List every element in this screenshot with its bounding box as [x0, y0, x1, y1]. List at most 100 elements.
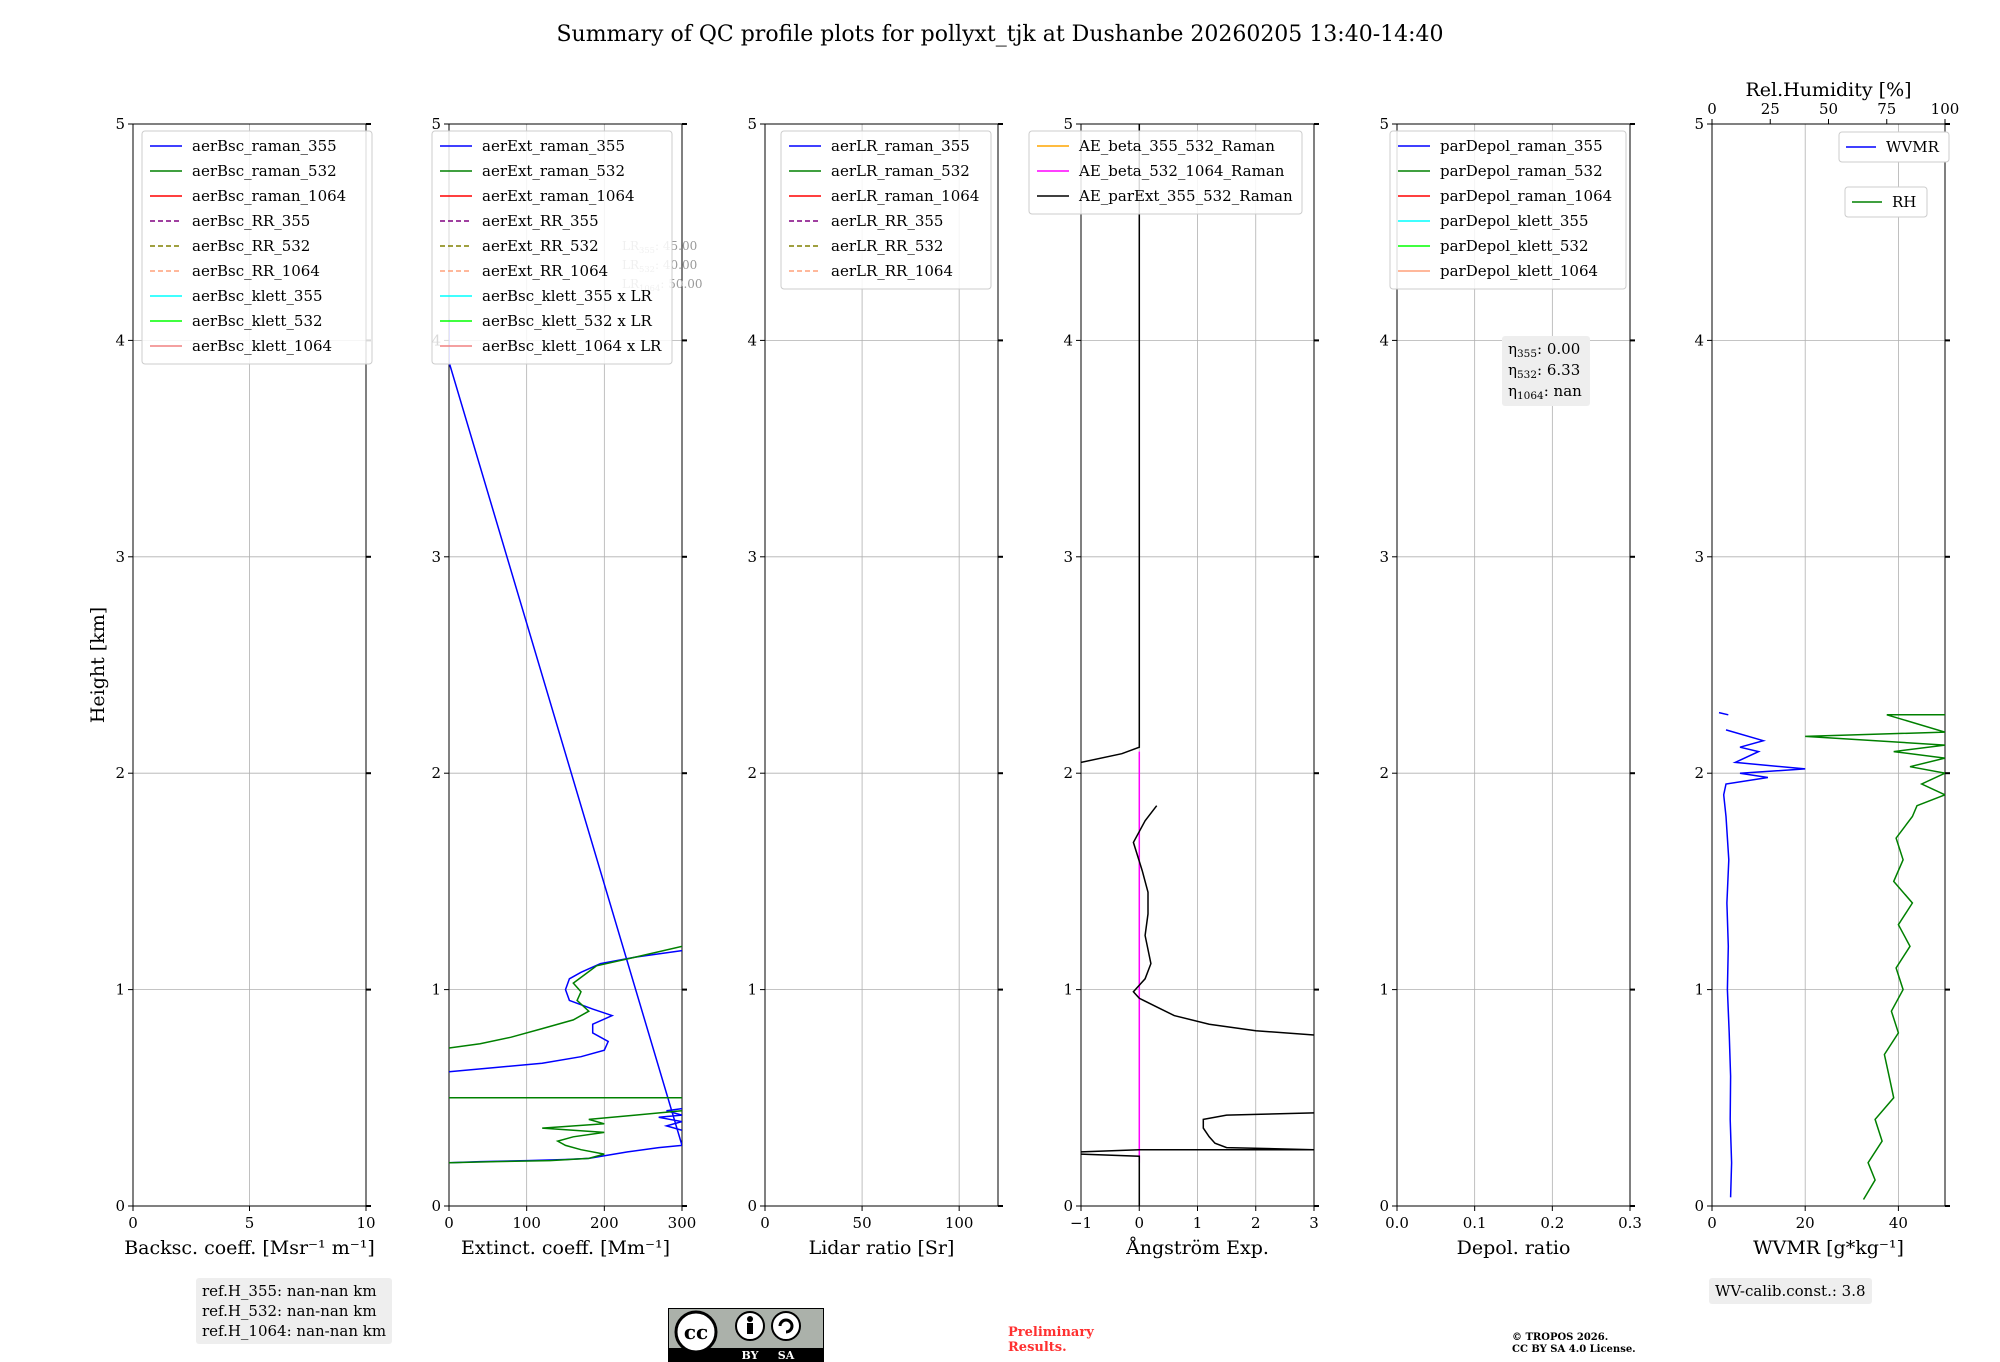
legend-label: aerBsc_klett_532 x LR	[482, 312, 653, 330]
y-tick-label: 1	[115, 981, 125, 999]
x-tick-label: 50	[853, 1214, 872, 1232]
y-tick-label: 3	[1063, 548, 1073, 566]
x-tick-label: 100	[512, 1214, 541, 1232]
y-tick-label: 5	[1694, 115, 1704, 133]
legend-label: RH	[1892, 193, 1916, 211]
svg-text:cc: cc	[684, 1320, 708, 1344]
top-x-tick-label: 0	[1707, 100, 1717, 118]
x-tick-label: 0	[1134, 1214, 1144, 1232]
x-tick-label: 0	[128, 1214, 138, 1232]
panel-ext: 0100200300012345Extinct. coeff. [Mm⁻¹]LR…	[431, 115, 702, 1259]
x-tick-label: 10	[356, 1214, 375, 1232]
legend-label: aerExt_raman_532	[482, 162, 625, 180]
panel-bsc: 0 5 10 0 1 2 3 4 5 Backsc. coeff. [Msr⁻¹ m⁻¹] aerB…	[115, 115, 375, 1259]
y-tick-label: 0	[115, 1197, 125, 1215]
legend-box	[431, 130, 673, 365]
legend-label: aerBsc_RR_355	[192, 212, 310, 230]
legend-label: aerBsc_raman_532	[192, 162, 337, 180]
ref-heights-box: ref.H_355: nan-nan km ref.H_532: nan-nan…	[196, 1278, 393, 1344]
x-axis-label: Extinct. coeff. [Mm⁻¹]	[461, 1237, 670, 1259]
legend-label: aerLR_raman_1064	[831, 187, 979, 205]
x-tick-label: 200	[590, 1214, 619, 1232]
top-x-tick-label: 75	[1877, 100, 1896, 118]
series-RH	[1805, 714, 1945, 1200]
legend-label: aerLR_raman_532	[831, 162, 970, 180]
y-tick-label: 0	[1694, 1197, 1704, 1215]
copyright-line-1: © TROPOS 2026.	[1512, 1332, 1609, 1343]
axes-frame	[1396, 123, 1631, 1207]
legend-label: parDepol_klett_1064	[1440, 262, 1598, 280]
x-axis-label: Ångström Exp.	[1125, 1237, 1269, 1259]
legend-label: aerBsc_klett_355 x LR	[482, 287, 653, 305]
legend-box	[780, 130, 992, 290]
x-axis-label: Depol. ratio	[1457, 1237, 1571, 1259]
legend-box	[141, 130, 373, 365]
legend-label: parDepol_raman_1064	[1440, 187, 1612, 205]
wv-calib-const: WV-calib.const.: 3.8	[1715, 1282, 1866, 1300]
x-tick-label: 2	[1251, 1214, 1261, 1232]
legend-box-WVMR	[1838, 131, 1950, 163]
preliminary-note: Preliminary Results.	[1008, 1325, 1094, 1355]
top-x-tick-label: 25	[1761, 100, 1780, 118]
x-tick-label: 0.0	[1385, 1214, 1409, 1232]
legend-label: parDepol_raman_355	[1440, 137, 1603, 155]
y-tick-label: 1	[747, 981, 757, 999]
wv-calib-box: WV-calib.const.: 3.8	[1709, 1278, 1872, 1304]
legend-label: parDepol_klett_532	[1440, 237, 1589, 255]
y-tick-label: 3	[747, 548, 757, 566]
y-tick-label: 0	[747, 1197, 757, 1215]
y-tick-label: 2	[1694, 764, 1704, 782]
top-x-tick-label: 100	[1931, 100, 1960, 118]
x-tick-label: 20	[1796, 1214, 1815, 1232]
cc-by-label: BY	[742, 1349, 759, 1362]
x-tick-label: 1	[1193, 1214, 1203, 1232]
y-tick-label: 3	[1379, 548, 1389, 566]
x-tick-label: 5	[245, 1214, 255, 1232]
x-tick-label: 0.2	[1540, 1214, 1564, 1232]
cc-sa-label: SA	[778, 1349, 795, 1362]
y-tick-label: 3	[115, 548, 125, 566]
legend-label: aerBsc_RR_532	[192, 237, 310, 255]
x-axis-label: WVMR [g*kg⁻¹]	[1753, 1237, 1904, 1259]
y-tick-label: 2	[431, 764, 441, 782]
axes-frame	[448, 123, 683, 1207]
legend-label: aerLR_RR_355	[831, 212, 943, 230]
axes-frame	[1711, 123, 1946, 1207]
copyright-line-2: CC BY SA 4.0 License.	[1512, 1344, 1636, 1355]
preliminary-line-1: Preliminary	[1008, 1325, 1094, 1340]
cc-license-badge: cc BY SA	[668, 1308, 824, 1362]
eta-annotation: η1064: nan	[1508, 382, 1582, 402]
y-tick-label: 0	[431, 1197, 441, 1215]
preliminary-line-2: Results.	[1008, 1340, 1067, 1355]
x-tick-label: 0	[1707, 1214, 1717, 1232]
y-tick-label: 2	[1379, 764, 1389, 782]
y-tick-label: 2	[115, 764, 125, 782]
legend-box	[1028, 130, 1303, 215]
series-WVMR	[1718, 711, 1806, 1198]
y-tick-label: 0	[1379, 1197, 1389, 1215]
y-tick-label: 5	[1063, 115, 1073, 133]
y-tick-label: 1	[1694, 981, 1704, 999]
y-tick-label: 2	[747, 764, 757, 782]
legend-label: aerLR_RR_532	[831, 237, 943, 255]
eta-annotation: η532: 6.33	[1508, 361, 1580, 381]
y-tick-label: 4	[1694, 331, 1704, 349]
panel-lr: 0 50 100 0 1 2 3 4 5 Lidar ratio [Sr] aerLR_raman_…	[747, 115, 1003, 1259]
y-tick-label: 5	[747, 115, 757, 133]
legend-label: parDepol_klett_355	[1440, 212, 1589, 230]
ref-height-1064: ref.H_1064: nan-nan km	[202, 1322, 387, 1340]
legend-label: aerBsc_raman_1064	[192, 187, 346, 205]
top-x-axis-label: Rel.Humidity [%]	[1745, 79, 1911, 101]
x-tick-label: 0	[760, 1214, 770, 1232]
legend-label: aerBsc_klett_532	[192, 312, 323, 330]
series-aerExt_raman_355	[449, 318, 682, 1164]
axes-frame	[764, 123, 999, 1207]
legend-label: aerBsc_klett_1064	[192, 337, 332, 355]
x-tick-label: 0.3	[1618, 1214, 1642, 1232]
legend-label: aerLR_RR_1064	[831, 262, 953, 280]
legend-label: aerBsc_raman_355	[192, 137, 337, 155]
ref-height-355: ref.H_355: nan-nan km	[202, 1282, 377, 1300]
figure-title: Summary of QC profile plots for pollyxt_…	[556, 22, 1444, 47]
legend-label: parDepol_raman_532	[1440, 162, 1603, 180]
